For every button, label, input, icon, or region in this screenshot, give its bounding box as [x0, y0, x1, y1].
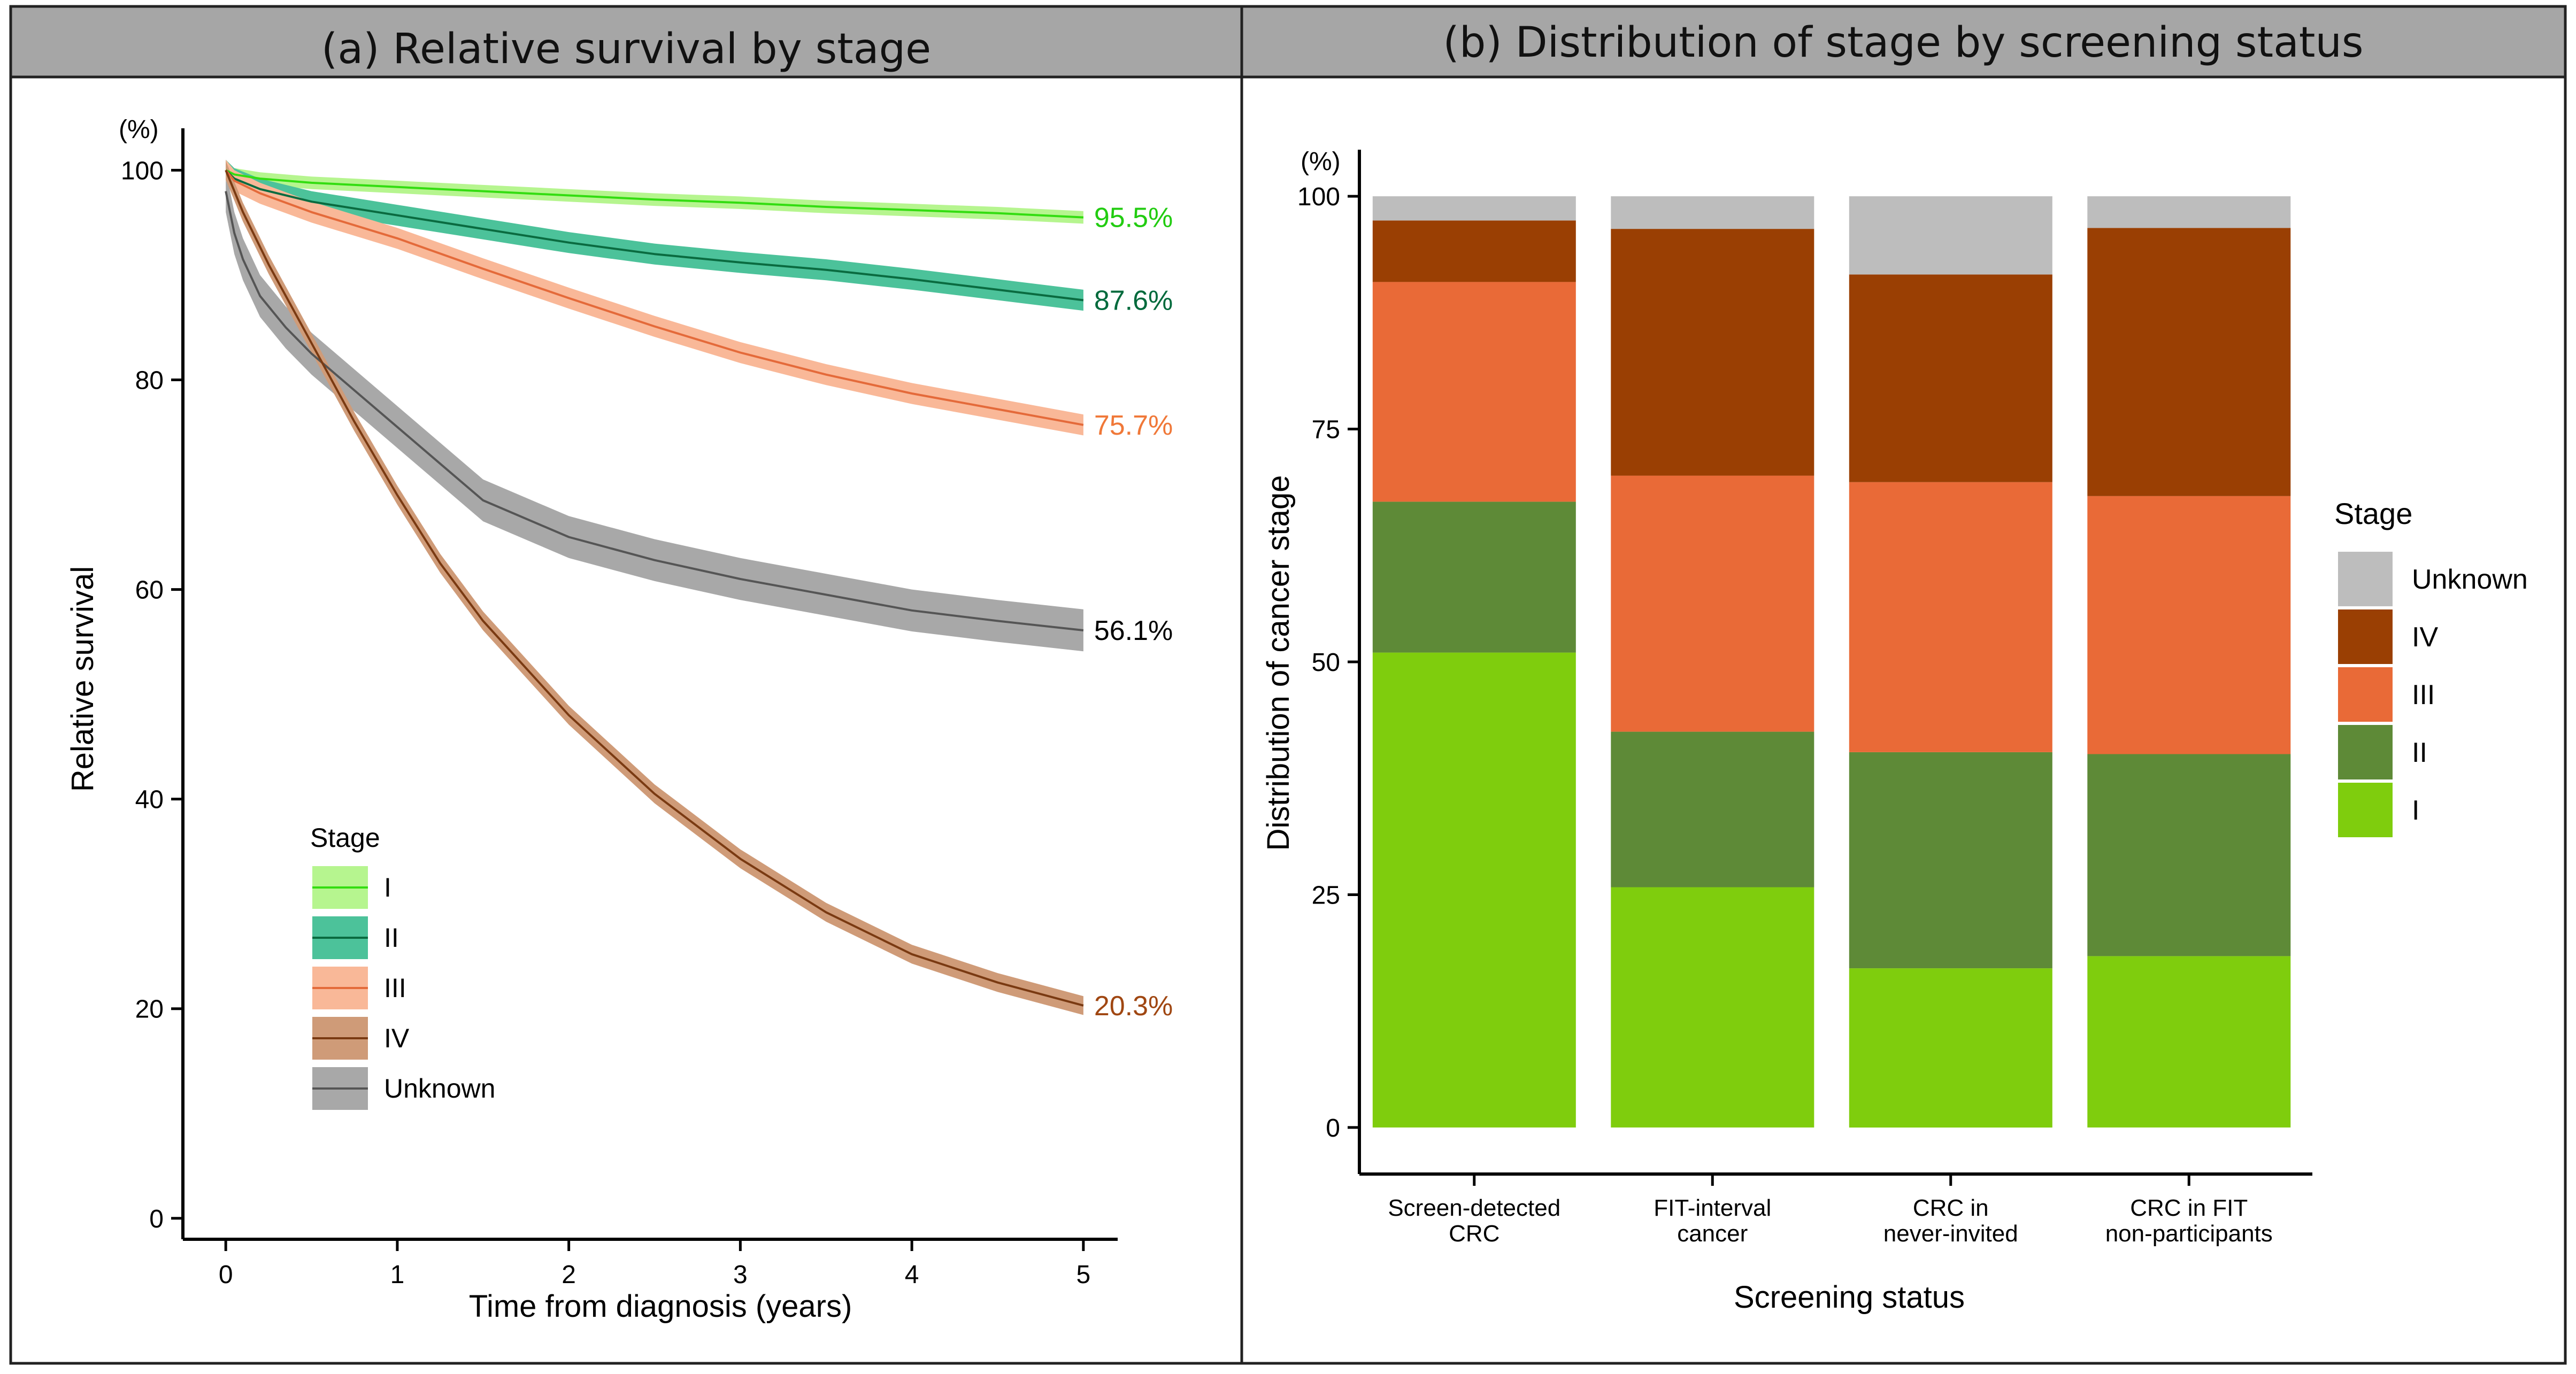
y-tick-label-50: 50 [1312, 649, 1340, 677]
bar-crc-in-fit-non-participants-stage-unknown [2087, 196, 2291, 228]
y-axis-title: Relative survival [65, 566, 100, 792]
survival-lines [225, 169, 1084, 1007]
end-label-stage-iii: 75.7% [1094, 410, 1173, 441]
x-tick-label-screen-detected-crc-line-1: Screen-detected [1388, 1195, 1560, 1221]
survival-end-labels: 56.1% 95.5% 87.6% 75.7% 20.3% [1094, 203, 1173, 1022]
legend-label-stage-iv: IV [2412, 622, 2438, 653]
legend-label-stage-i: I [2412, 795, 2419, 826]
legend-label-stage-i: I [384, 873, 391, 902]
bar-fit-interval-cancer-stage-iv [1611, 229, 1814, 476]
x-tick-label-5: 5 [1076, 1261, 1091, 1289]
legend-label-stage-iii: III [384, 973, 406, 1003]
bar-crc-in-fit-non-participants-stage-i [2087, 956, 2291, 1128]
panel-b-title-strip [1240, 5, 2567, 79]
y-tick-label-25: 25 [1312, 881, 1340, 909]
y-tick-label-20: 20 [135, 995, 164, 1024]
x-tick-label-crc-in-never-invited-line-1: CRC in [1913, 1195, 1989, 1221]
end-label-stage-iv: 20.3% [1094, 991, 1173, 1022]
survival-line-stage-iv [225, 169, 1084, 1007]
ci-band-stage-iii [226, 159, 1083, 436]
bar-screen-detected-crc-stage-unknown [1372, 196, 1576, 221]
x-axis-ticks: 0 1 2 3 4 5 [219, 1239, 1090, 1289]
survival-line-stage-unknown [225, 191, 1084, 631]
x-axis-title: Time from diagnosis (years) [469, 1289, 852, 1324]
y-unit-label: (%) [1301, 148, 1341, 176]
y-axis-ticks: 0 20 40 60 80 100 [121, 157, 183, 1233]
bar-screen-detected-crc-stage-i [1372, 652, 1576, 1128]
bar-screen-detected-crc-stage-iii [1372, 282, 1576, 502]
x-tick-label-fit-interval-cancer-line-2: cancer [1677, 1221, 1748, 1247]
bar-crc-in-fit-non-participants-stage-iv [2087, 228, 2291, 496]
bar-fit-interval-cancer-stage-ii [1611, 731, 1814, 887]
bar-fit-interval-cancer-stage-i [1611, 887, 1814, 1128]
legend-key-stage-iii [2338, 667, 2393, 722]
bar-crc-in-never-invited-stage-iv [1849, 274, 2052, 482]
legend-label-stage-ii: II [384, 923, 399, 953]
survival-line-stage-iii [225, 169, 1084, 426]
panel-a-title-strip [9, 5, 1243, 79]
y-tick-label-75: 75 [1312, 416, 1340, 444]
x-axis-title: Screening status [1734, 1280, 1965, 1315]
x-tick-label-0: 0 [219, 1261, 233, 1289]
x-tick-label-2: 2 [562, 1261, 576, 1289]
y-tick-label-100: 100 [121, 157, 164, 185]
y-tick-label-100: 100 [1297, 183, 1340, 211]
ci-band-stage-ii [226, 159, 1083, 311]
survival-line-stage-i [225, 169, 1083, 219]
bar-crc-in-never-invited-stage-unknown [1849, 196, 2052, 275]
legend-label-stage-unknown: Unknown [384, 1074, 495, 1103]
bar-crc-in-fit-non-participants-stage-ii [2087, 754, 2291, 956]
ci-band-stage-unknown [226, 170, 1083, 652]
x-tick-label-crc-in-fit-non-participants-line-2: non-participants [2105, 1221, 2273, 1247]
y-tick-label-60: 60 [135, 576, 164, 605]
y-tick-label-40: 40 [135, 786, 164, 814]
x-tick-label-screen-detected-crc-line-2: CRC [1449, 1221, 1500, 1247]
y-tick-label-0: 0 [149, 1205, 164, 1233]
x-tick-label-4: 4 [905, 1261, 919, 1289]
end-label-stage-unknown: 56.1% [1094, 615, 1173, 646]
x-tick-label-crc-in-fit-non-participants-line-1: CRC in FIT [2130, 1195, 2248, 1221]
bar-crc-in-never-invited-stage-ii [1849, 752, 2052, 969]
x-tick-label-crc-in-never-invited-line-2: never-invited [1883, 1221, 2018, 1247]
bar-screen-detected-crc-stage-iv [1372, 220, 1576, 282]
legend-title: Stage [2334, 497, 2412, 530]
survival-line-stage-ii [225, 169, 1084, 302]
legend-key-stage-i [2338, 783, 2393, 837]
bar-crc-in-never-invited-stage-i [1849, 968, 2052, 1128]
legend-label-stage-unknown: Unknown [2412, 564, 2528, 595]
x-tick-label-3: 3 [733, 1261, 748, 1289]
end-label-stage-i: 95.5% [1094, 203, 1173, 234]
x-tick-label-1: 1 [390, 1261, 405, 1289]
y-axis-title: Distribution of cancer stage [1261, 475, 1296, 851]
bar-crc-in-never-invited-stage-iii [1849, 482, 2052, 752]
stacked-bars [1372, 196, 2291, 1128]
bar-crc-in-fit-non-participants-stage-iii [2087, 496, 2291, 754]
legend-label-stage-ii: II [2412, 737, 2427, 768]
legend-key-stage-ii [2338, 725, 2393, 779]
legend-title: Stage [310, 823, 380, 853]
bar-fit-interval-cancer-stage-iii [1611, 475, 1814, 732]
panel-a-title: (a) Relative survival by stage [321, 25, 931, 73]
legend-label-stage-iv: IV [384, 1023, 410, 1053]
y-unit-label: (%) [119, 115, 159, 144]
bar-screen-detected-crc-stage-ii [1372, 501, 1576, 653]
x-tick-label-fit-interval-cancer-line-1: FIT-interval [1654, 1195, 1771, 1221]
legend-key-stage-iv [2338, 609, 2393, 664]
y-tick-label-0: 0 [1326, 1114, 1340, 1143]
y-tick-label-80: 80 [135, 366, 164, 395]
legend-key-stage-unknown [2338, 552, 2393, 606]
y-axis-ticks: 0 25 50 75 100 [1297, 183, 1359, 1143]
panel-b-title: (b) Distribution of stage by screening s… [1443, 19, 2363, 67]
legend-label-stage-iii: III [2412, 680, 2435, 711]
bar-fit-interval-cancer-stage-unknown [1611, 196, 1814, 229]
end-label-stage-ii: 87.6% [1094, 285, 1173, 317]
